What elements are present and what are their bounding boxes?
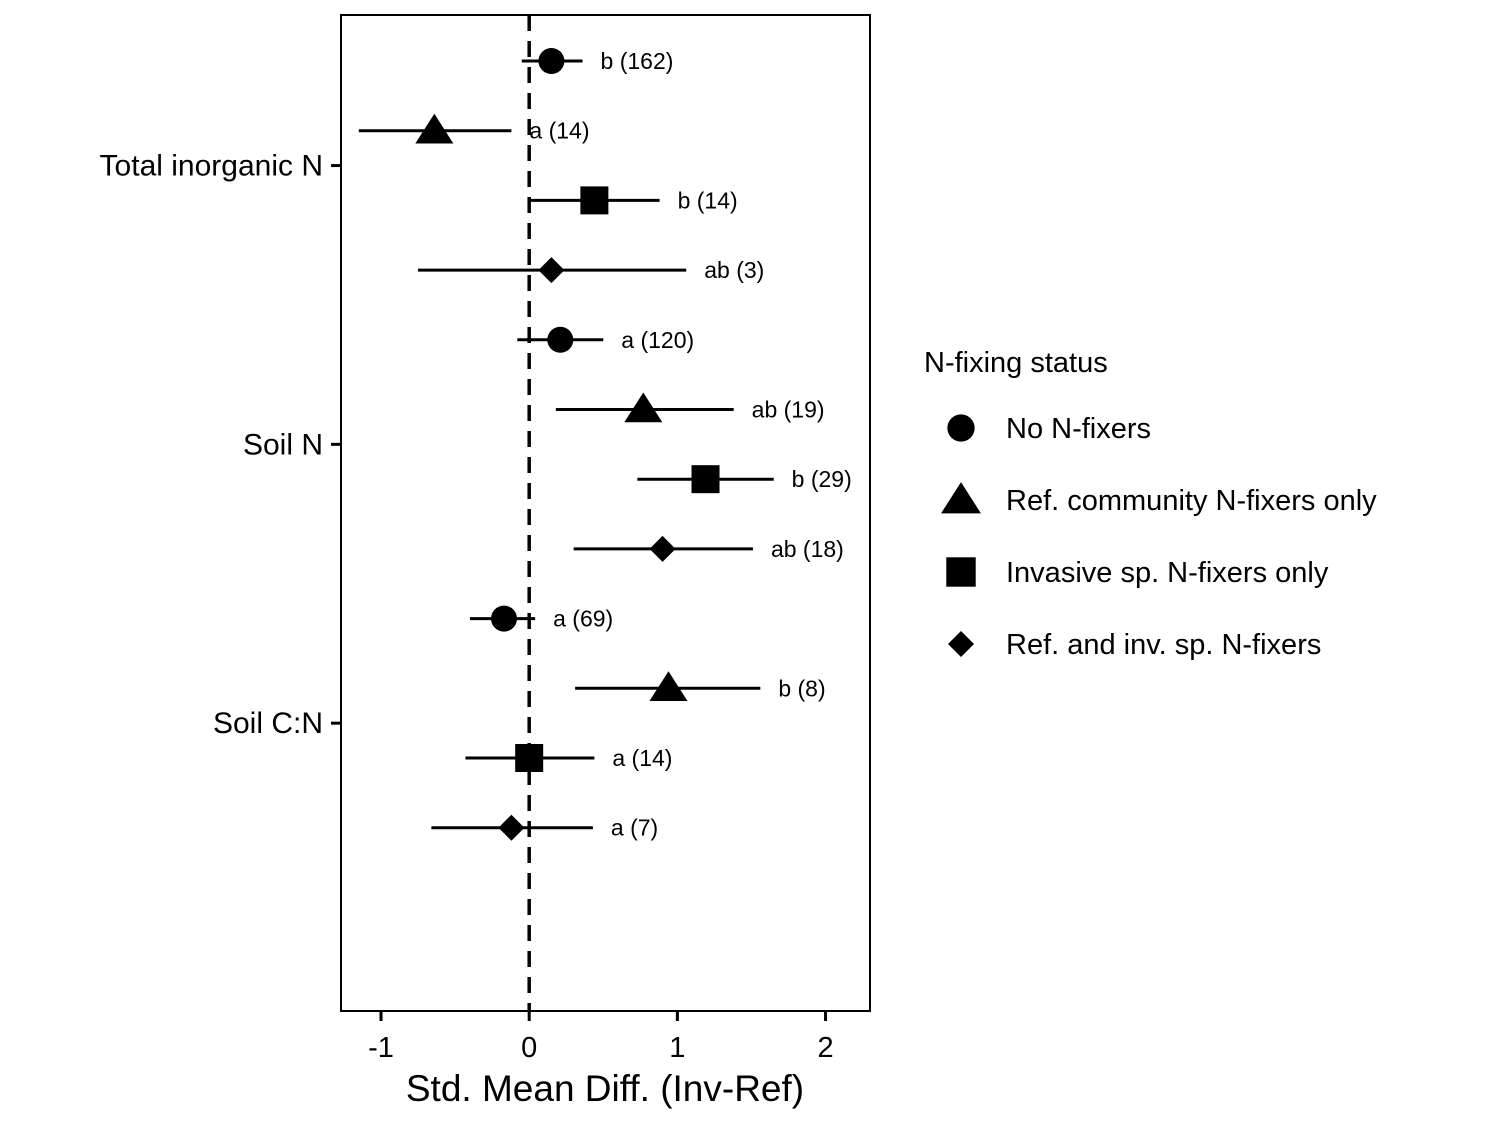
data-point: [490, 605, 517, 632]
legend-title: N-fixing status: [924, 347, 1108, 379]
legend-label: No N-fixers: [1006, 413, 1151, 445]
legend-label: Invasive sp. N-fixers only: [1006, 557, 1329, 589]
group-annotation: a (120): [621, 327, 694, 353]
group-annotation: ab (3): [704, 257, 764, 283]
group-annotation: b (8): [778, 675, 825, 701]
y-tick-label: Soil N: [243, 428, 323, 461]
data-point: [649, 535, 676, 562]
plot-panel: [340, 14, 871, 1012]
legend-marker: [948, 631, 974, 657]
group-annotation: b (162): [601, 48, 674, 74]
group-annotation: a (7): [611, 815, 658, 841]
group-annotation: a (14): [612, 745, 672, 771]
data-point: [580, 186, 609, 215]
data-point: [691, 465, 720, 494]
legend-marker: [941, 482, 981, 514]
data-point: [547, 326, 574, 353]
data-point: [649, 671, 688, 702]
x-tick-label: -1: [368, 1032, 394, 1064]
group-annotation: b (14): [678, 187, 738, 213]
legend-label: Ref. community N-fixers only: [1006, 485, 1377, 517]
legend-label: Ref. and inv. sp. N-fixers: [1006, 629, 1321, 661]
group-annotation: a (14): [529, 118, 589, 144]
data-point: [498, 814, 525, 841]
x-tick-label: 1: [669, 1032, 685, 1064]
group-annotation: b (29): [792, 466, 852, 492]
legend-marker: [947, 414, 975, 442]
y-tick-label: Soil C:N: [213, 707, 323, 740]
y-tick-label: Total inorganic N: [100, 150, 323, 183]
data-point: [624, 392, 663, 423]
x-axis-title: Std. Mean Diff. (Inv-Ref): [406, 1068, 804, 1109]
x-tick-label: 2: [817, 1032, 833, 1064]
group-annotation: ab (18): [771, 536, 844, 562]
x-tick-label: 0: [521, 1032, 537, 1064]
group-annotation: a (69): [553, 606, 613, 632]
legend-marker: [946, 557, 976, 587]
data-point: [515, 744, 544, 772]
legend: N-fixing status No N-fixers Ref. communit…: [924, 347, 1377, 661]
data-point: [538, 257, 565, 284]
data-point: [538, 48, 565, 74]
group-annotation: ab (19): [752, 397, 825, 423]
data-point: [415, 113, 454, 144]
